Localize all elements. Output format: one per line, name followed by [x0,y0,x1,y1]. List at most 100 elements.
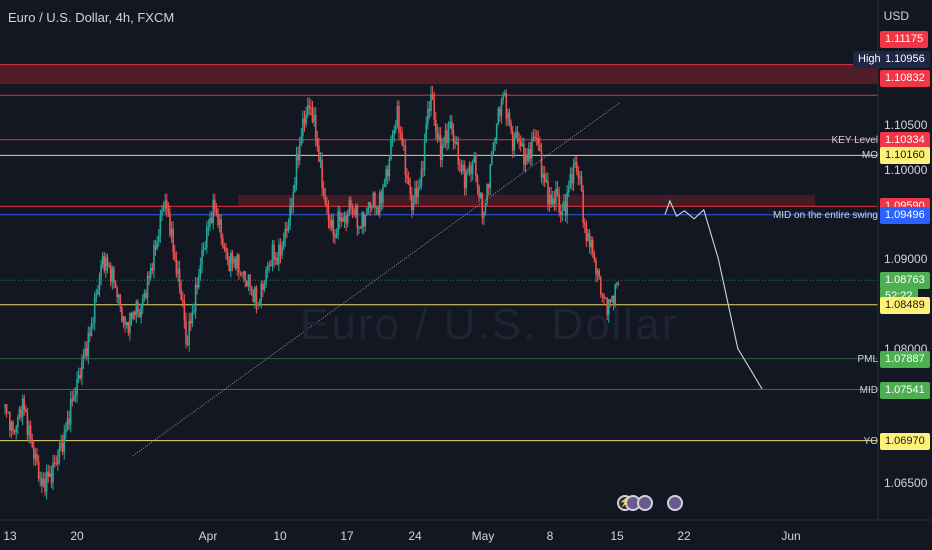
candle-body [593,253,596,261]
currency-label[interactable]: USD [883,9,909,23]
candle-body [463,165,466,189]
candle-body [543,173,546,182]
mo-badge[interactable]: 1.10160 [880,147,930,165]
candle-body [34,453,37,459]
candle-body [457,142,460,164]
candle-body [467,171,469,174]
candle-body [571,174,573,184]
candle-body [561,210,564,215]
candle-body [427,109,429,125]
symbol-title[interactable]: Euro / U.S. Dollar, 4h, FXCM [8,10,175,25]
candle-body [258,301,261,305]
mid-badge[interactable]: 1.07541 [880,381,930,399]
candle-body [505,93,508,119]
candle-body [521,143,524,147]
candle-body [207,226,210,228]
last-price-badge[interactable]: 1.08763 [880,272,930,290]
candle-body [590,239,592,248]
candle-body [404,146,407,175]
candle-body [191,311,194,324]
candle-body [330,219,333,228]
candle-body [220,219,223,239]
us-flag-icon[interactable] [637,495,653,511]
candle-body [55,463,58,465]
candle-body [547,180,549,205]
candle-body [84,348,86,357]
candle-body [470,165,472,175]
candle-body [76,378,78,395]
candle-body [127,321,130,334]
candle-body [351,206,354,211]
candle-body [199,265,202,277]
candle-body [559,212,562,215]
candle-body [338,211,341,222]
candle-body [617,283,620,285]
trendline [132,102,621,457]
candle-body [129,313,131,334]
supply-zone [238,194,815,207]
high-badge[interactable]: 1.10956 [880,51,930,68]
candle-body [13,431,16,433]
candle-body [569,174,572,188]
candle-body [364,215,367,227]
candle-body [95,294,98,298]
candle-body [391,134,394,141]
candle-body [491,151,493,165]
candle-body [599,277,602,295]
candle-body [287,225,290,231]
candle-body [503,93,506,95]
candle-body [125,321,128,325]
pml-badge[interactable]: 1.07887 [880,350,930,368]
candle-body [210,218,213,223]
candle-body [18,408,21,418]
candle-body [337,211,339,235]
level-1-11175-badge[interactable]: 1.11175 [880,31,929,48]
candle-body [362,212,365,227]
candle-body [82,356,85,362]
mid-swing-badge[interactable]: 1.09496 [880,206,930,224]
candle-body [145,293,147,298]
candle-body [353,210,355,215]
level-1-10832-badge[interactable]: 1.10832 [880,70,930,87]
candle-body [329,221,331,228]
candle-body [105,257,107,271]
candle-body [117,294,120,298]
candle-body [548,194,551,205]
yo-badge[interactable]: 1.06970 [880,432,930,450]
price-tick: 1.09000 [884,252,928,267]
candle-body [172,228,174,253]
candle-body [93,297,96,323]
candle-body [596,270,599,275]
key-level-badge[interactable]: 1.10334 [880,131,930,149]
candle-body [513,137,516,151]
candle-body [60,442,62,449]
candle-body [92,322,94,324]
candle-body [412,202,415,211]
candle-body [419,185,421,188]
candle-body [473,154,476,163]
us-flag-icon[interactable] [667,495,683,511]
candle-body [372,192,375,206]
candle-body [15,427,18,433]
candle-body [106,257,109,267]
candle-body [518,138,520,142]
mid-label: MID [859,384,878,396]
candle-body [52,462,54,483]
candle-body [566,192,568,216]
candle-body [479,193,482,198]
candle-body [502,94,504,101]
candle-body [433,99,436,120]
candle-body [90,323,93,336]
watermark: Euro / U.S. Dollar [300,300,679,349]
candle-body [564,201,567,216]
level-1-08489-badge[interactable]: 1.08489 [880,296,930,314]
candle-body [343,216,346,222]
candle-body [209,218,211,227]
candle-body [401,133,403,145]
candle-body [135,301,138,316]
candle-body [484,203,487,213]
candle-body [316,138,319,146]
candle-body [286,228,288,231]
pml-label: PML [857,353,878,365]
